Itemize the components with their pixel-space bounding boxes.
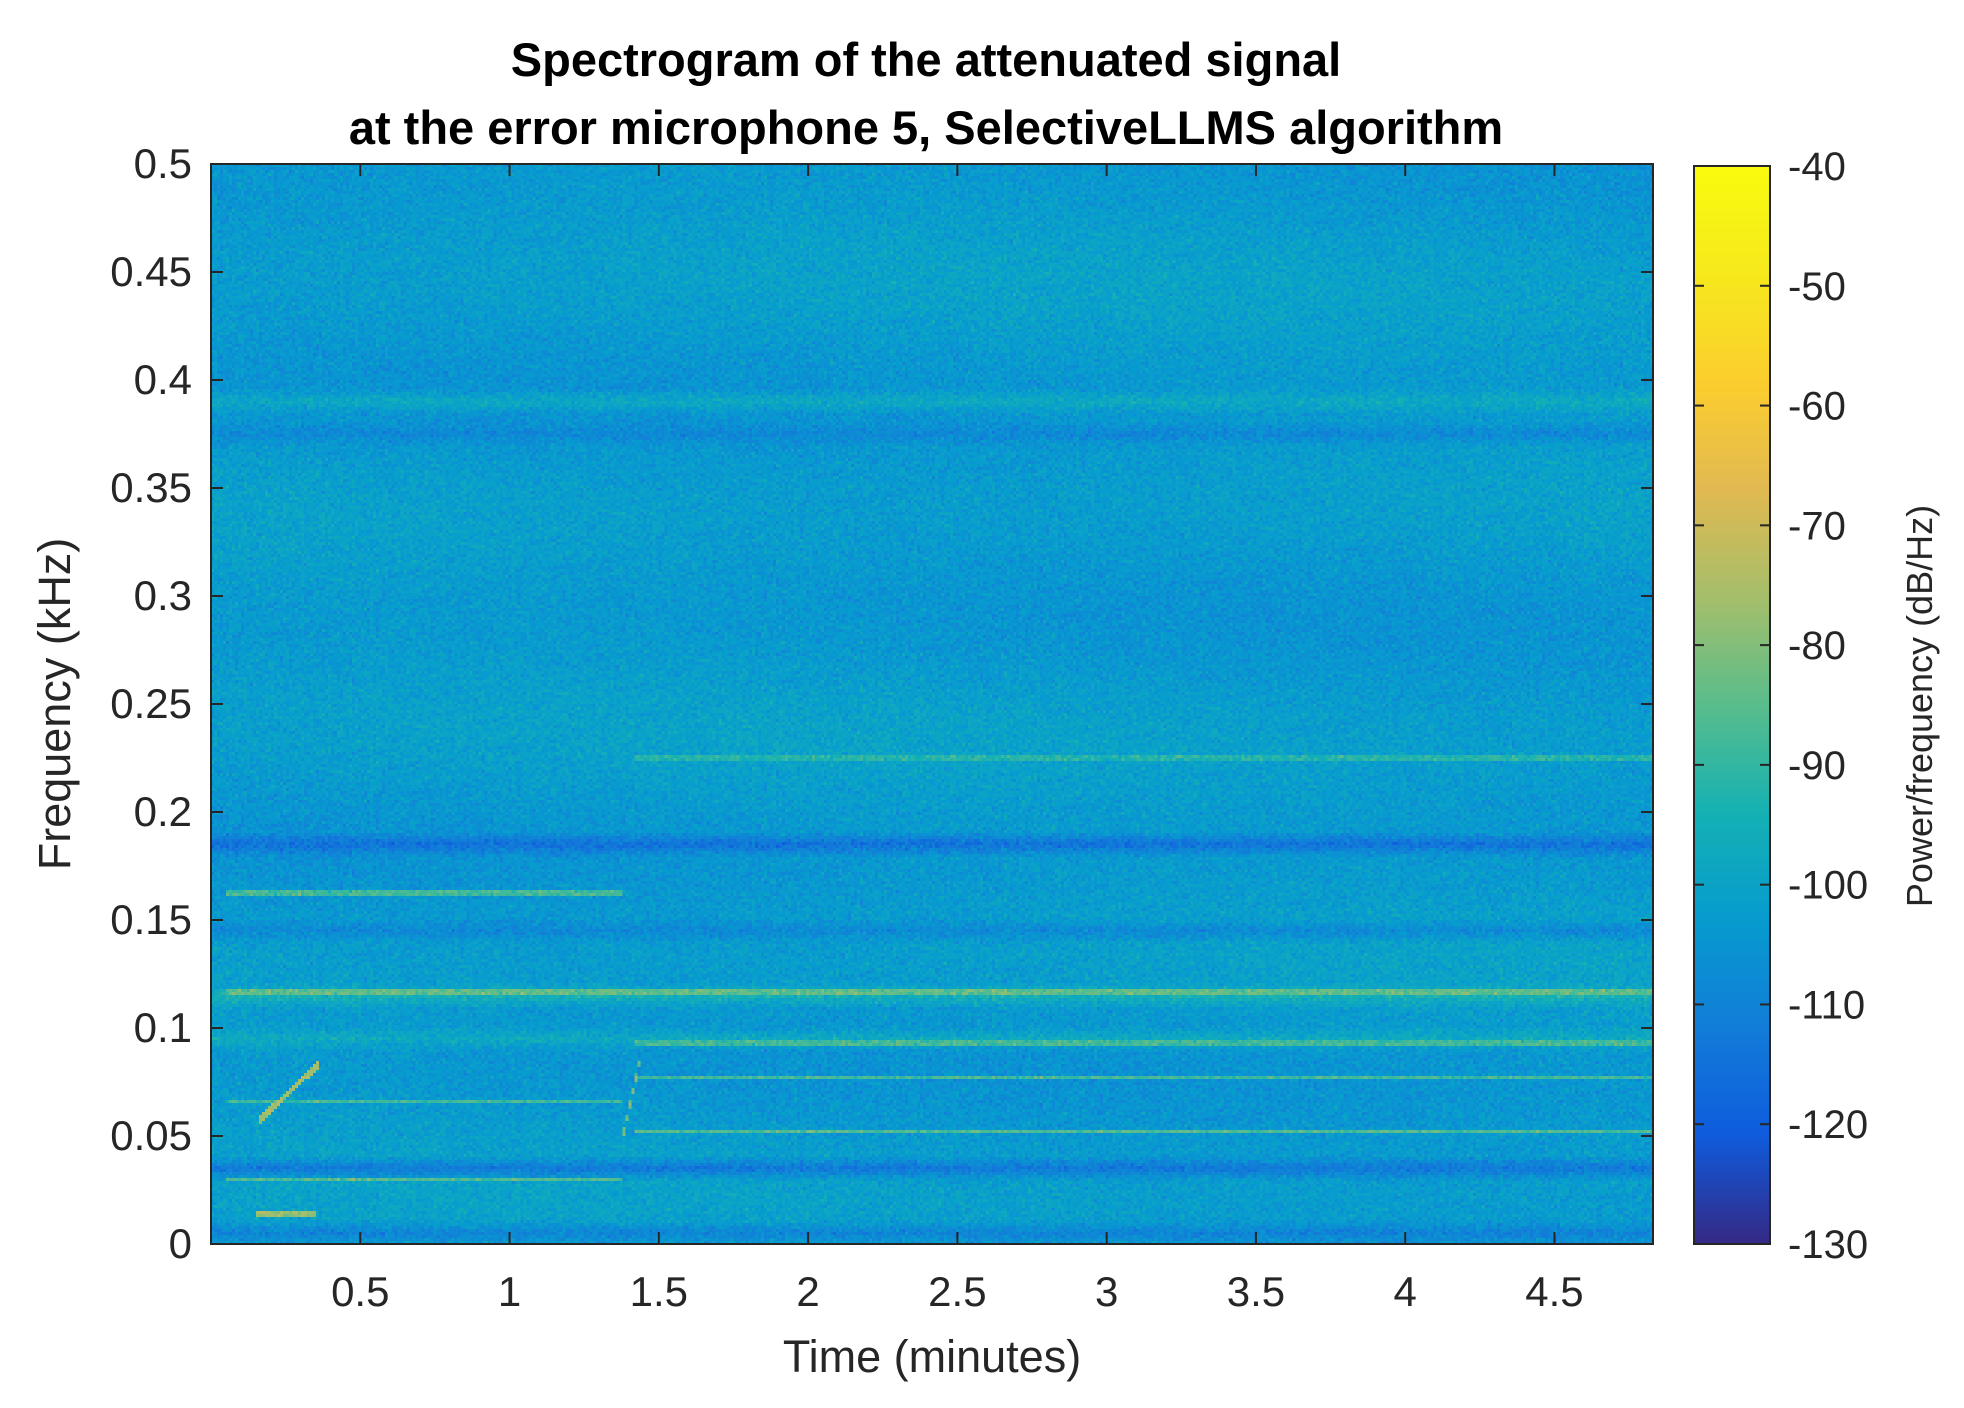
y-tick-label: 0.35 (110, 464, 192, 511)
colorbar-tick-label: -40 (1788, 145, 1846, 189)
colorbar-label: Power/frequency (dB/Hz) (1899, 505, 1940, 907)
x-tick-label: 4 (1394, 1268, 1417, 1315)
colorbar-tick-label: -90 (1788, 744, 1846, 788)
colorbar-gradient (1694, 166, 1770, 1244)
colorbar-tick-label: -100 (1788, 864, 1868, 908)
y-tick-label: 0.4 (134, 356, 192, 403)
x-tick-label: 4.5 (1525, 1268, 1583, 1315)
y-tick-label: 0.45 (110, 248, 192, 295)
x-axis: 0.5 1 1.5 2 2.5 3 3.5 4 4.5 (331, 164, 1584, 1315)
y-tick-label: 0.25 (110, 680, 192, 727)
plot-area (210, 163, 1654, 1245)
x-tick-label: 0.5 (331, 1268, 389, 1315)
colorbar-tick-label: -50 (1788, 265, 1846, 309)
colorbar-tick-label: -70 (1788, 504, 1846, 548)
y-tick-label: 0.15 (110, 896, 192, 943)
chart-title-line-2: at the error microphone 5, SelectiveLLMS… (349, 101, 1503, 154)
colorbar-tick-label: -60 (1788, 385, 1846, 429)
colorbar-tick-label: -110 (1788, 983, 1865, 1027)
x-tick-label: 3.5 (1227, 1268, 1285, 1315)
y-tick-label: 0.3 (134, 572, 192, 619)
y-tick-label: 0.1 (134, 1004, 192, 1051)
x-tick-label: 1.5 (630, 1268, 688, 1315)
y-tick-label: 0 (169, 1220, 192, 1267)
x-axis-label: Time (minutes) (783, 1331, 1081, 1382)
x-tick-label: 3 (1095, 1268, 1118, 1315)
colorbar: -130 -120 -110 -100 -90 -80 -70 -60 -50 -40 (1693, 145, 1868, 1267)
x-tick-label: 2 (796, 1268, 819, 1315)
y-tick-label: 0.05 (110, 1112, 192, 1159)
chart-title-line-1: Spectrogram of the attenuated signal (511, 33, 1341, 86)
colorbar-tick-label: -130 (1788, 1223, 1868, 1267)
y-tick-label: 0.5 (134, 140, 192, 187)
x-tick-label: 1 (498, 1268, 521, 1315)
colorbar-frame (1693, 165, 1771, 1245)
y-tick-label: 0.2 (134, 788, 192, 835)
y-axis: 0 0.05 0.1 0.15 0.2 0.25 0.3 0.35 0.4 0.45 0.5 (110, 140, 1653, 1267)
spectrogram-heatmap (211, 164, 1653, 1244)
y-axis-label: Frequency (kHz) (29, 538, 80, 871)
x-tick-label: 2.5 (928, 1268, 986, 1315)
colorbar-tick-label: -120 (1788, 1103, 1868, 1147)
colorbar-tick-label: -80 (1788, 624, 1846, 668)
